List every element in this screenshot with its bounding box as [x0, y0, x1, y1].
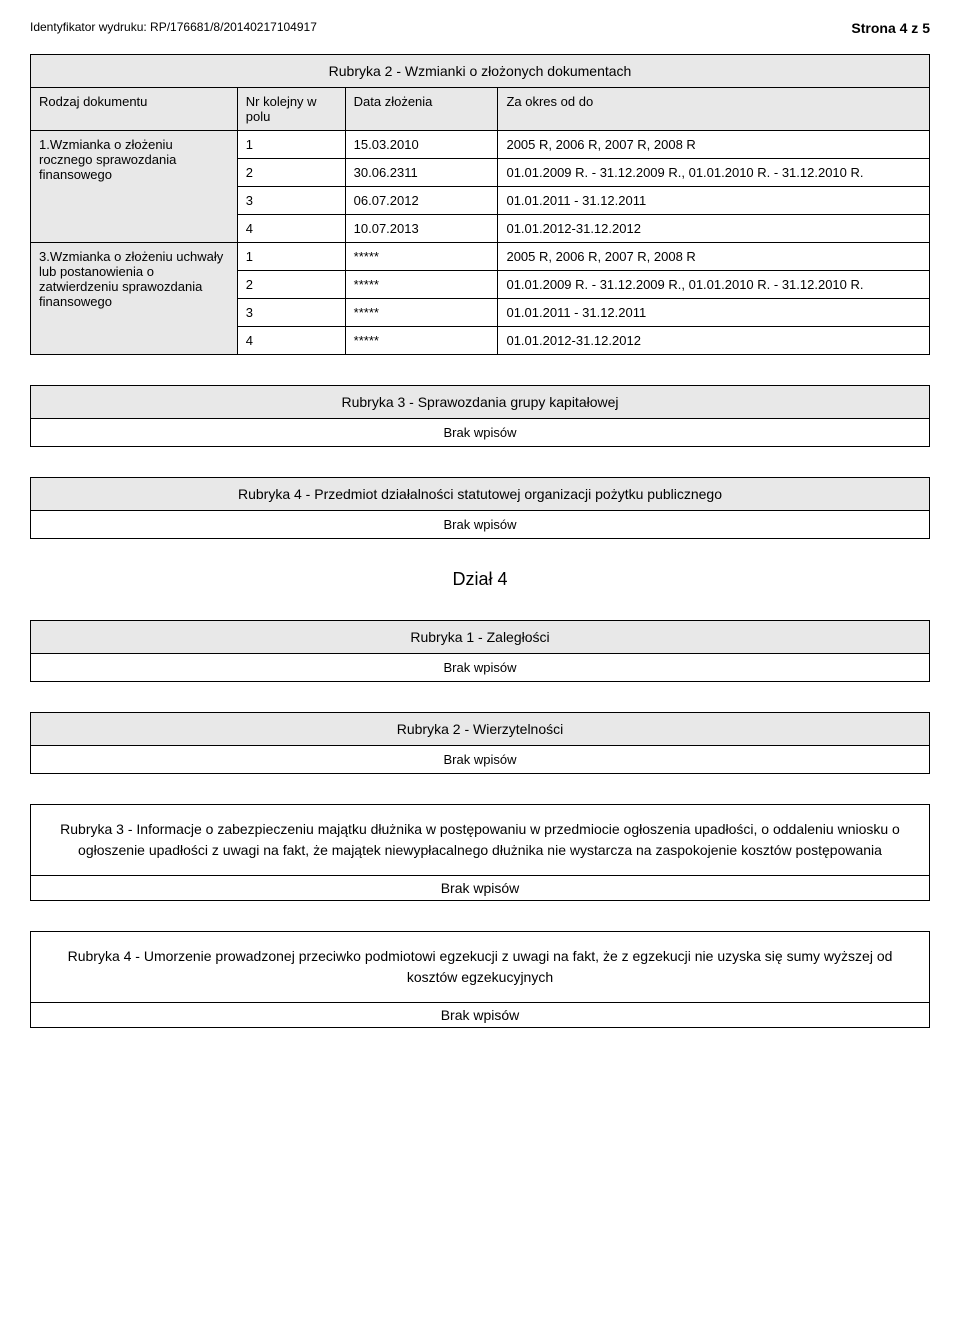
d4-rubryka4-block: Rubryka 4 - Umorzenie prowadzonej przeci… — [30, 931, 930, 1028]
row3-label: 3.Wzmianka o złożeniu uchwały lub postan… — [31, 243, 238, 355]
page-header: Identyfikator wydruku: RP/176681/8/20140… — [30, 20, 930, 36]
d4-rubryka1-block: Rubryka 1 - Zaległości Brak wpisów — [30, 620, 930, 682]
cell: 4 — [237, 215, 345, 243]
cell: 01.01.2011 - 31.12.2011 — [498, 187, 930, 215]
d4-rubryka2-title: Rubryka 2 - Wierzytelności — [31, 713, 930, 746]
rubryka4-brak: Brak wpisów — [31, 511, 930, 539]
d4-rubryka4-text: Rubryka 4 - Umorzenie prowadzonej przeci… — [31, 932, 929, 1002]
d4-rubryka3-block: Rubryka 3 - Informacje o zabezpieczeniu … — [30, 804, 930, 901]
cell: 1 — [237, 243, 345, 271]
d4-rubryka3-text: Rubryka 3 - Informacje o zabezpieczeniu … — [31, 805, 929, 875]
col-okres: Za okres od do — [498, 88, 930, 131]
d4-rubryka4-brak: Brak wpisów — [31, 1002, 929, 1027]
rubryka3-brak: Brak wpisów — [31, 419, 930, 447]
cell: 15.03.2010 — [345, 131, 498, 159]
rubryka2-title: Rubryka 2 - Wzmianki o złożonych dokumen… — [31, 55, 930, 88]
d4-rubryka1-title: Rubryka 1 - Zaległości — [31, 621, 930, 654]
rubryka4-block: Rubryka 4 - Przedmiot działalności statu… — [30, 477, 930, 539]
cell: 01.01.2012-31.12.2012 — [498, 215, 930, 243]
d4-rubryka3-brak: Brak wpisów — [31, 875, 929, 900]
cell: ***** — [345, 243, 498, 271]
rubryka3-title: Rubryka 3 - Sprawozdania grupy kapitałow… — [31, 386, 930, 419]
cell: ***** — [345, 271, 498, 299]
cell: 01.01.2009 R. - 31.12.2009 R., 01.01.201… — [498, 271, 930, 299]
cell: 1 — [237, 131, 345, 159]
cell: 10.07.2013 — [345, 215, 498, 243]
cell: 01.01.2009 R. - 31.12.2009 R., 01.01.201… — [498, 159, 930, 187]
d4-rubryka2-brak: Brak wpisów — [31, 746, 930, 774]
cell: 4 — [237, 327, 345, 355]
cell: 01.01.2012-31.12.2012 — [498, 327, 930, 355]
cell: 06.07.2012 — [345, 187, 498, 215]
cell: ***** — [345, 327, 498, 355]
col-data: Data złożenia — [345, 88, 498, 131]
page-number: Strona 4 z 5 — [851, 20, 930, 36]
rubryka4-title: Rubryka 4 - Przedmiot działalności statu… — [31, 478, 930, 511]
print-identifier: Identyfikator wydruku: RP/176681/8/20140… — [30, 20, 317, 36]
cell: 2 — [237, 271, 345, 299]
d4-rubryka2-block: Rubryka 2 - Wierzytelności Brak wpisów — [30, 712, 930, 774]
cell: ***** — [345, 299, 498, 327]
cell: 3 — [237, 299, 345, 327]
col-nr: Nr kolejny w polu — [237, 88, 345, 131]
dzial4-heading: Dział 4 — [30, 569, 930, 590]
rubryka2-table: Rubryka 2 - Wzmianki o złożonych dokumen… — [30, 54, 930, 355]
cell: 3 — [237, 187, 345, 215]
d4-rubryka1-brak: Brak wpisów — [31, 654, 930, 682]
cell: 2005 R, 2006 R, 2007 R, 2008 R — [498, 131, 930, 159]
cell: 01.01.2011 - 31.12.2011 — [498, 299, 930, 327]
col-rodzaj: Rodzaj dokumentu — [31, 88, 238, 131]
rubryka3-block: Rubryka 3 - Sprawozdania grupy kapitałow… — [30, 385, 930, 447]
cell: 2 — [237, 159, 345, 187]
cell: 2005 R, 2006 R, 2007 R, 2008 R — [498, 243, 930, 271]
row1-label: 1.Wzmianka o złożeniu rocznego sprawozda… — [31, 131, 238, 243]
cell: 30.06.2311 — [345, 159, 498, 187]
